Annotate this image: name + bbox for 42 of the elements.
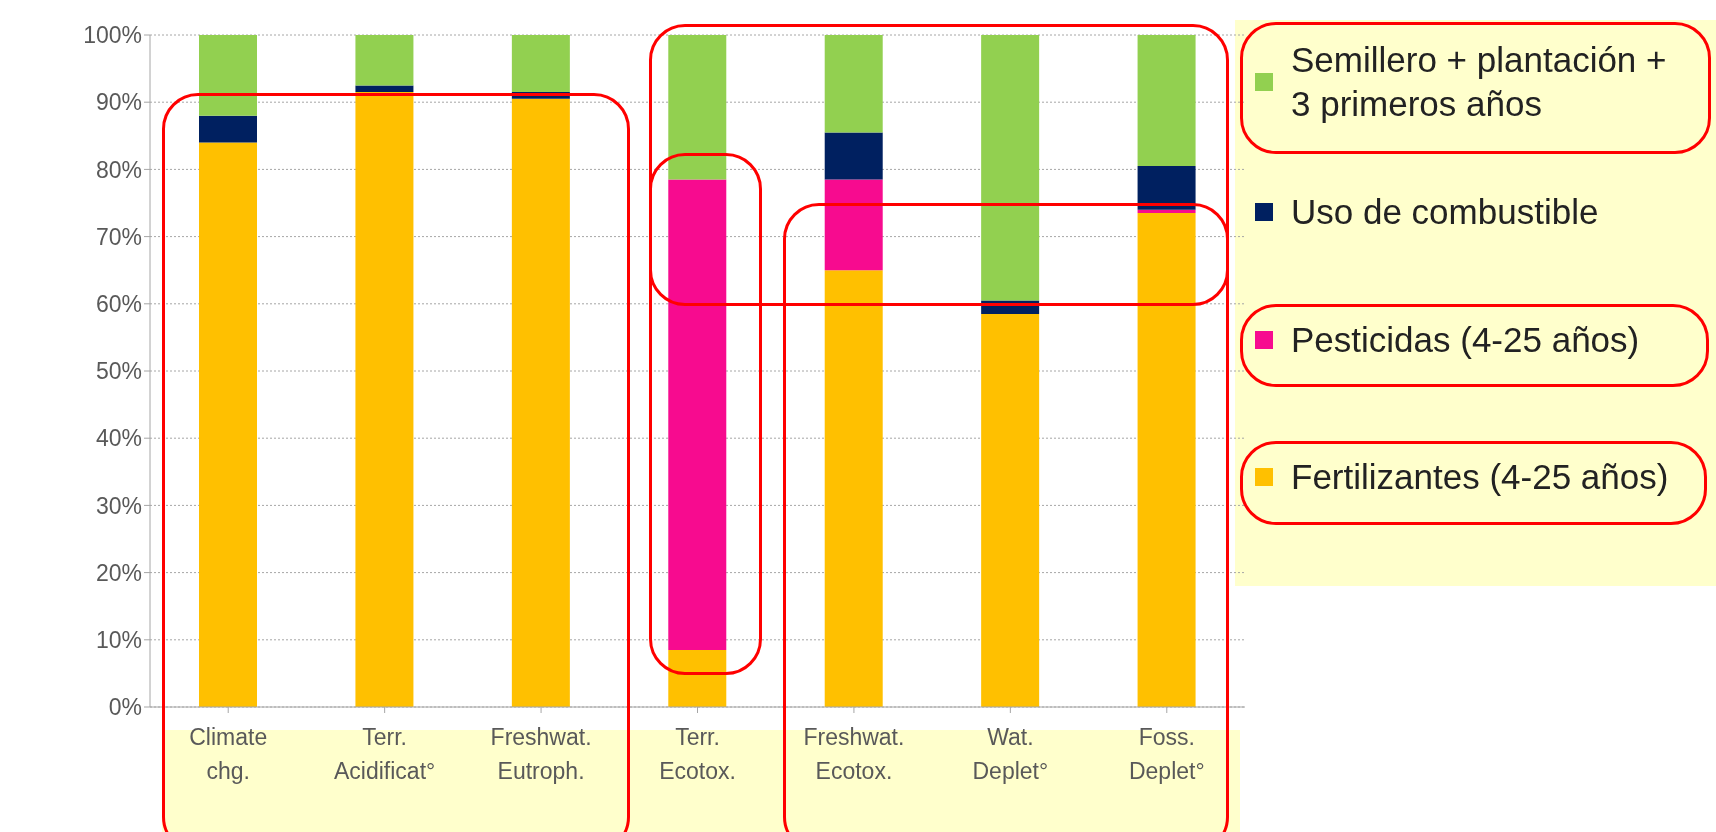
y-tick-label: 70% [95, 223, 142, 250]
y-tick-label: 80% [95, 156, 142, 183]
legend-label: Fertilizantes (4-25 años) [1291, 456, 1669, 498]
x-tick-label: Freshwat. Eutroph. [490, 724, 592, 784]
x-tick-label: Climate chg. [189, 724, 268, 784]
y-tick-label: 100% [83, 22, 142, 49]
bar [511, 98, 570, 707]
bar [1137, 166, 1196, 210]
x-tick-label: Terr. Acidificat° [334, 724, 436, 784]
bar [668, 35, 727, 180]
bar [981, 35, 1040, 301]
y-tick-label: 60% [95, 290, 142, 317]
legend-label: Pesticidas (4-25 años) [1291, 319, 1640, 361]
x-tick-label: Freshwat. Ecotox. [803, 724, 905, 784]
bar [511, 35, 570, 93]
bar [824, 132, 883, 180]
bar [824, 35, 883, 133]
y-tick-label: 0% [108, 694, 142, 721]
y-tick-label: 20% [95, 559, 142, 586]
legend-label: Uso de combustible [1291, 191, 1599, 233]
y-tick-label: 40% [95, 425, 142, 452]
bar [199, 35, 257, 116]
bar [981, 313, 1040, 707]
y-tick-label: 10% [95, 626, 142, 653]
bar [668, 649, 727, 707]
bar [668, 179, 727, 650]
bar [199, 142, 257, 707]
bar [824, 179, 883, 271]
bar [355, 92, 414, 707]
legend-label: Semillero + plantación + 3 primeros años [1291, 39, 1668, 125]
y-tick-label: 50% [95, 358, 142, 385]
y-tick-label: 30% [95, 492, 142, 519]
bar [355, 35, 414, 86]
bar [199, 115, 257, 143]
bar [824, 270, 883, 707]
y-tick-label: 90% [95, 89, 142, 116]
x-tick-label: Wat. Deplet° [972, 724, 1049, 784]
bar [355, 85, 414, 93]
x-tick-label: Foss. Deplet° [1128, 724, 1205, 784]
bar [1137, 213, 1196, 707]
x-tick-label: Terr. Ecotox. [659, 724, 736, 784]
bar [1137, 35, 1196, 167]
